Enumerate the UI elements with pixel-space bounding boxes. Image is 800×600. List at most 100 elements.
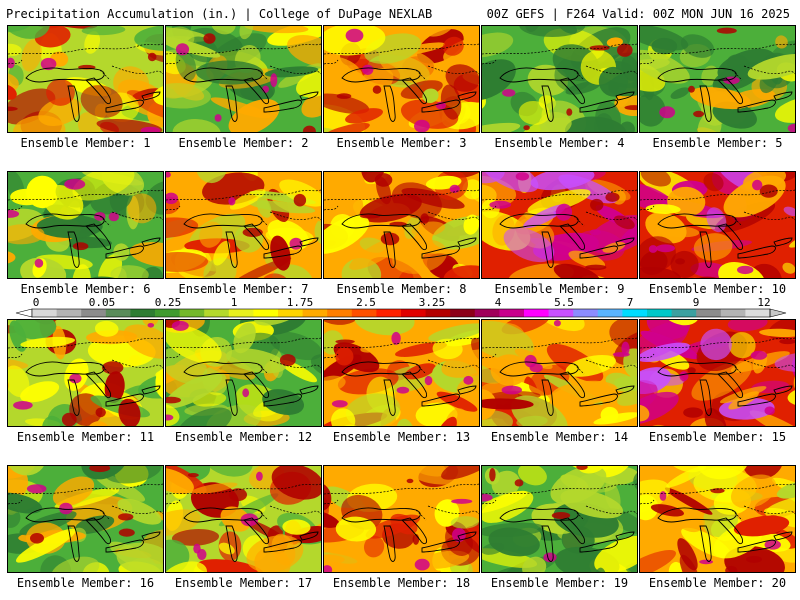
colorbar-tick-label: 12 [757,296,770,309]
precipitation-map [639,465,796,573]
colorbar-segment [450,309,476,317]
colorbar-segment [720,309,746,317]
colorbar-segment [647,309,672,317]
ensemble-panel: Ensemble Member: 9 [481,171,638,296]
ensemble-member-label: Ensemble Member: 12 [174,430,313,444]
colorbar-segment [474,309,500,317]
colorbar-tick-label: 9 [693,296,700,309]
ensemble-panel: Ensemble Member: 13 [323,319,480,444]
colorbar-segment [204,309,230,317]
colorbar-segment [351,309,377,317]
colorbar-segment [130,309,156,317]
ensemble-panel: Ensemble Member: 12 [165,319,322,444]
ensemble-member-label: Ensemble Member: 19 [490,576,629,590]
colorbar-tick-label: 1 [231,296,238,309]
colorbar: 0 0.05 0.25 1 1.75 2.5 3.25 4 5.5 7 9 12 [0,295,800,319]
ensemble-member-label: Ensemble Member: 14 [490,430,629,444]
precipitation-map [639,25,796,133]
ensemble-member-label: Ensemble Member: 17 [174,576,313,590]
precipitation-map [7,171,164,279]
precipitation-map [481,25,638,133]
ensemble-panel: Ensemble Member: 3 [323,25,480,150]
colorbar-segment [425,309,451,317]
colorbar-right-arrow [769,308,787,318]
colorbar-segment [302,309,328,317]
colorbar-tick-label: 4 [495,296,502,309]
colorbar-segment [573,309,599,317]
colorbar-tick-label: 3.25 [419,296,446,309]
ensemble-member-label: Ensemble Member: 10 [648,282,787,296]
precipitation-map [481,171,638,279]
precipitation-map [323,171,480,279]
ensemble-panel: Ensemble Member: 6 [7,171,164,296]
header-right-title: 00Z GEFS | F264 Valid: 00Z MON JUN 16 20… [486,7,790,21]
colorbar-segment [376,309,402,317]
precipitation-map [165,25,322,133]
precipitation-map [323,25,480,133]
ensemble-panel: Ensemble Member: 17 [165,465,322,590]
ensemble-member-label: Ensemble Member: 5 [652,136,783,150]
ensemble-member-label: Ensemble Member: 11 [16,430,155,444]
ensemble-panel: Ensemble Member: 8 [323,171,480,296]
ensemble-panel: Ensemble Member: 7 [165,171,322,296]
ensemble-member-label: Ensemble Member: 15 [648,430,787,444]
colorbar-segment [179,309,205,317]
precipitation-map [7,25,164,133]
colorbar-tick-label: 7 [627,296,634,309]
colorbar-segment [228,309,254,317]
ensemble-panel: Ensemble Member: 20 [639,465,796,590]
precipitation-map [7,319,164,427]
colorbar-segment [499,309,525,317]
colorbar-segment [622,309,648,317]
ensemble-member-label: Ensemble Member: 9 [494,282,625,296]
ensemble-member-label: Ensemble Member: 16 [16,576,155,590]
precipitation-map [639,319,796,427]
ensemble-member-label: Ensemble Member: 7 [178,282,309,296]
precipitation-map [165,465,322,573]
ensemble-panel: Ensemble Member: 16 [7,465,164,590]
ensemble-member-label: Ensemble Member: 13 [332,430,471,444]
precipitation-map [165,319,322,427]
colorbar-segment [597,309,623,317]
ensemble-member-label: Ensemble Member: 3 [336,136,467,150]
header-left-title: Precipitation Accumulation (in.) | Colle… [6,7,433,21]
colorbar-tick-label: 0 [33,296,40,309]
ensemble-member-label: Ensemble Member: 6 [20,282,151,296]
colorbar-segment [155,309,180,317]
colorbar-segment [745,309,771,317]
ensemble-panel: Ensemble Member: 2 [165,25,322,150]
precipitation-map [323,465,480,573]
ensemble-member-label: Ensemble Member: 1 [20,136,151,150]
ensemble-panel: Ensemble Member: 14 [481,319,638,444]
ensemble-member-label: Ensemble Member: 8 [336,282,467,296]
ensemble-panel: Ensemble Member: 4 [481,25,638,150]
colorbar-left-arrow [15,308,33,318]
colorbar-segment [696,309,722,317]
colorbar-segment [548,309,574,317]
ensemble-panel: Ensemble Member: 15 [639,319,796,444]
ensemble-panel: Ensemble Member: 19 [481,465,638,590]
ensemble-member-label: Ensemble Member: 18 [332,576,471,590]
colorbar-tick-label: 0.25 [155,296,182,309]
colorbar-segment [81,309,107,317]
colorbar-tick-label: 0.05 [89,296,116,309]
precipitation-map [481,465,638,573]
ensemble-member-label: Ensemble Member: 4 [494,136,625,150]
ensemble-panel: Ensemble Member: 18 [323,465,480,590]
ensemble-member-label: Ensemble Member: 2 [178,136,309,150]
colorbar-segment [253,309,279,317]
ensemble-panel: Ensemble Member: 10 [639,171,796,296]
colorbar-segment [56,309,82,317]
colorbar-segment [327,309,353,317]
precipitation-map [323,319,480,427]
precipitation-map [639,171,796,279]
ensemble-member-label: Ensemble Member: 20 [648,576,787,590]
precipitation-map [7,465,164,573]
colorbar-segment [278,309,303,317]
ensemble-panel: Ensemble Member: 11 [7,319,164,444]
precipitation-map [165,171,322,279]
colorbar-segment [524,309,549,317]
colorbar-tick-label: 2.5 [356,296,376,309]
colorbar-segment [105,309,131,317]
colorbar-segment [401,309,426,317]
